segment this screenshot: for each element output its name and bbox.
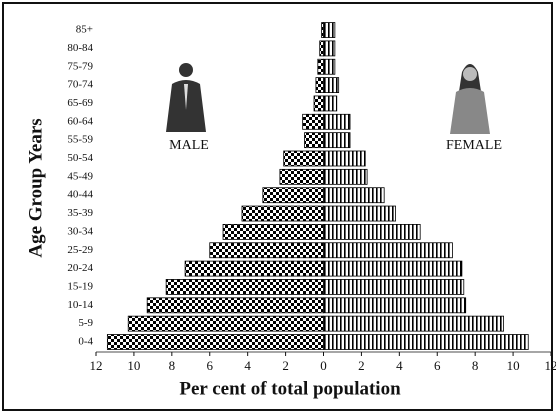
male-figure — [166, 63, 206, 132]
bar — [166, 279, 323, 294]
bar — [314, 96, 323, 111]
bar — [305, 133, 324, 148]
female-figure — [450, 64, 490, 134]
x-tick-label: 0 — [320, 358, 327, 373]
y-tick-label: 85+ — [76, 24, 93, 36]
y-tick-label: 70-74 — [67, 79, 93, 91]
bar — [324, 243, 453, 258]
chart: MALE FEMALE Per cent of total population… — [0, 0, 556, 414]
y-tick-label: 35-39 — [67, 207, 93, 219]
y-tick-label: 65-69 — [67, 97, 93, 109]
x-tick-label: 4 — [396, 358, 403, 373]
y-tick-label: 55-59 — [67, 134, 93, 146]
bar — [316, 78, 324, 93]
bar — [324, 114, 351, 129]
y-tick-label: 0-4 — [78, 336, 93, 348]
x-tick-label: 6 — [207, 358, 214, 373]
y-tick-label: 45-49 — [67, 170, 93, 182]
bar — [324, 23, 335, 38]
bar — [242, 206, 324, 221]
bar — [324, 169, 368, 184]
y-tick-label: 30-34 — [67, 225, 93, 237]
bar — [107, 335, 323, 350]
bar — [324, 96, 337, 111]
x-tick-label: 6 — [434, 358, 441, 373]
bar — [324, 261, 462, 276]
bar — [318, 59, 324, 74]
x-tick-label: 12 — [90, 358, 103, 373]
bar — [324, 41, 335, 56]
bar — [324, 188, 385, 203]
bar — [147, 298, 323, 313]
bar — [210, 243, 324, 258]
x-tick-label: 10 — [507, 358, 520, 373]
bar — [324, 279, 464, 294]
legend-label: FEMALE — [446, 138, 502, 153]
y-axis-title: Age Group Years — [25, 118, 46, 257]
bar — [223, 224, 323, 239]
bar — [320, 41, 324, 56]
bar — [263, 188, 324, 203]
y-tick-label: 75-79 — [67, 60, 93, 72]
x-tick-label: 2 — [282, 358, 289, 373]
bar — [128, 316, 323, 331]
x-tick-label: 10 — [127, 358, 140, 373]
y-tick-label: 50-54 — [67, 152, 93, 164]
bar — [324, 316, 504, 331]
y-tick-label: 40-44 — [67, 189, 93, 201]
y-tick-label: 80-84 — [67, 42, 93, 54]
y-tick-label: 25-29 — [67, 244, 93, 256]
bar — [324, 335, 529, 350]
bar — [280, 169, 324, 184]
y-tick-label: 5-9 — [78, 317, 93, 329]
y-tick-label: 20-24 — [67, 262, 93, 274]
y-tick-label: 10-14 — [67, 299, 93, 311]
bar — [284, 151, 324, 166]
bar — [324, 59, 335, 74]
bar — [324, 151, 366, 166]
bar — [324, 206, 396, 221]
bar — [324, 224, 421, 239]
x-tick-label: 4 — [244, 358, 251, 373]
bar — [185, 261, 323, 276]
x-axis-title: Per cent of total population — [179, 378, 401, 399]
legend-label: MALE — [169, 138, 209, 153]
x-tick-label: 2 — [358, 358, 365, 373]
x-tick-label: 8 — [472, 358, 479, 373]
y-tick-label: 15-19 — [67, 280, 93, 292]
x-tick-label: 12 — [545, 358, 556, 373]
bar — [324, 78, 339, 93]
bar — [303, 114, 324, 129]
y-tick-label: 60-64 — [67, 115, 93, 127]
bar — [324, 133, 351, 148]
bar — [324, 298, 466, 313]
x-tick-label: 8 — [169, 358, 176, 373]
